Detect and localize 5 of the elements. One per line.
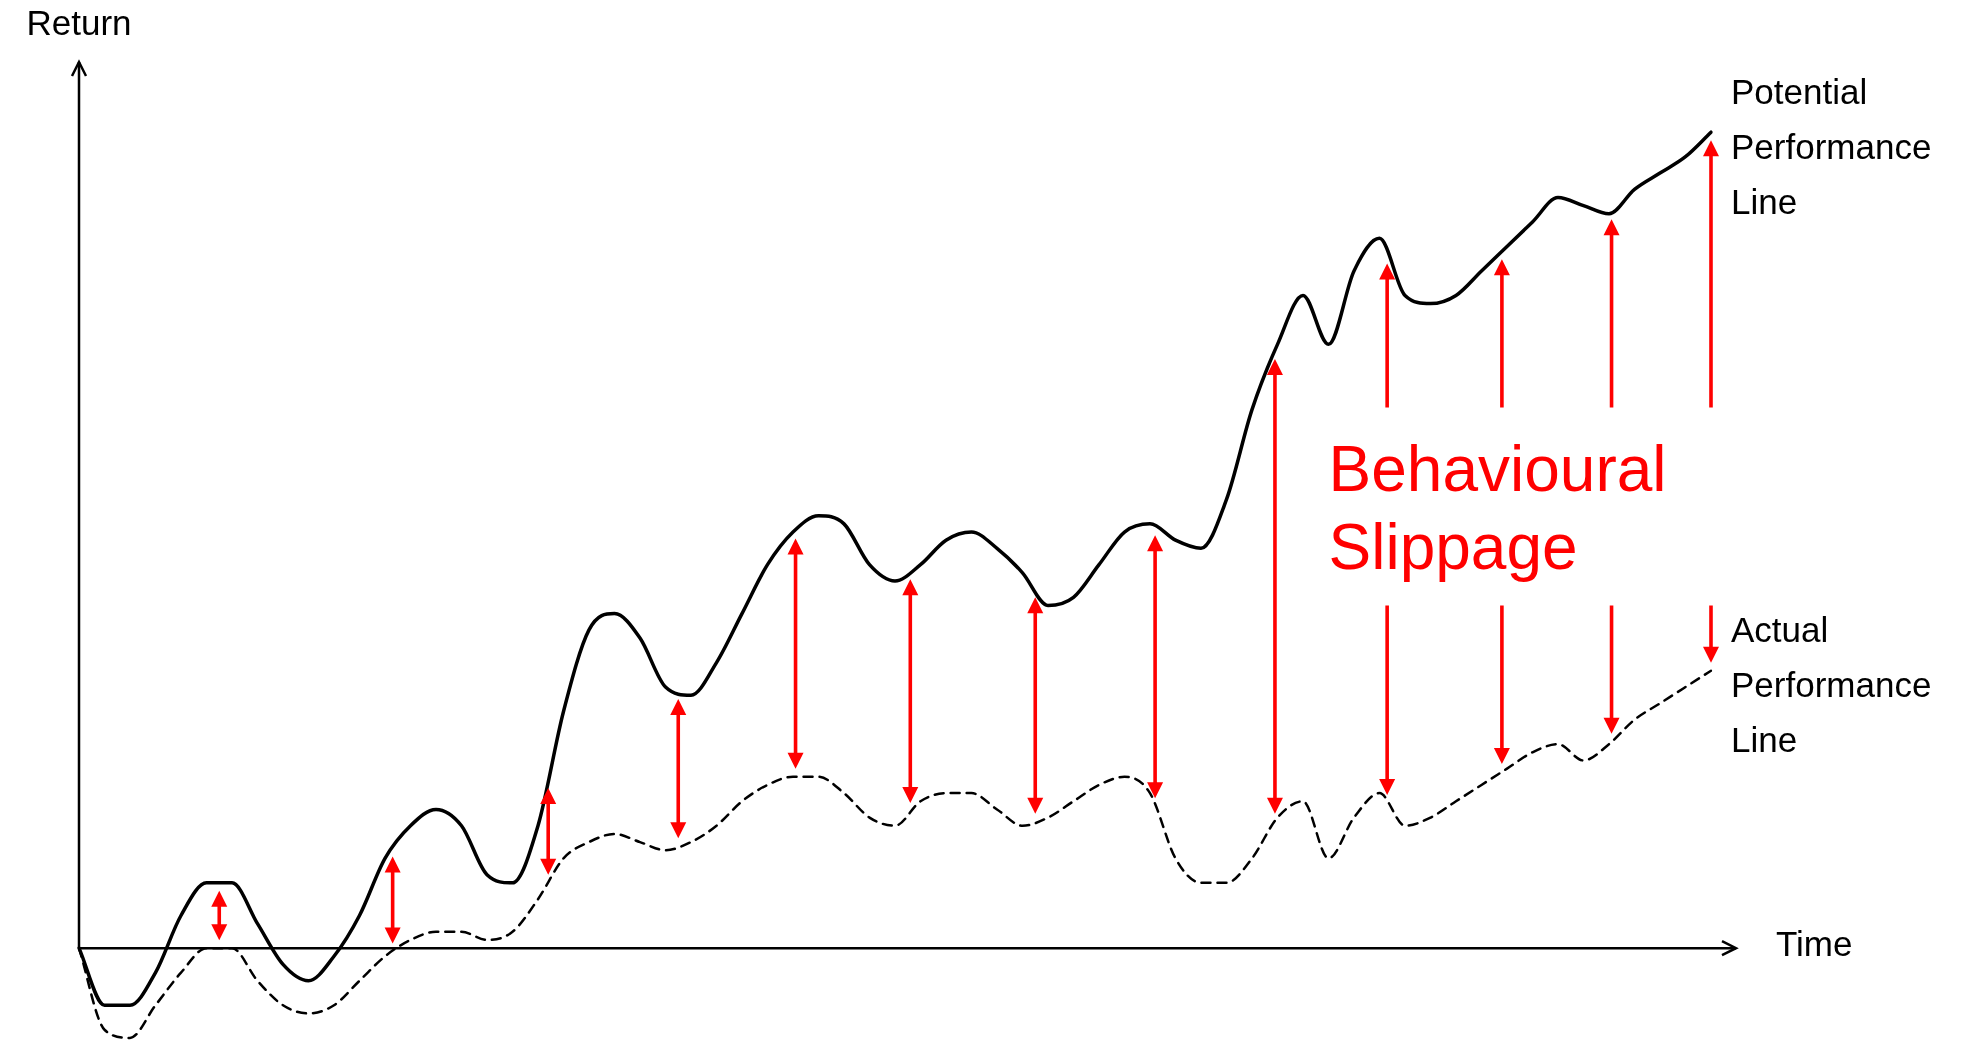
annotation: Behavioural Slippage [1328,431,1667,585]
series-label: Potential Performance Line [1731,71,1932,221]
x-axis-title: Time [1776,923,1853,963]
y-axis-title: Return [26,2,132,42]
series-label: Actual Performance Line [1731,610,1932,760]
